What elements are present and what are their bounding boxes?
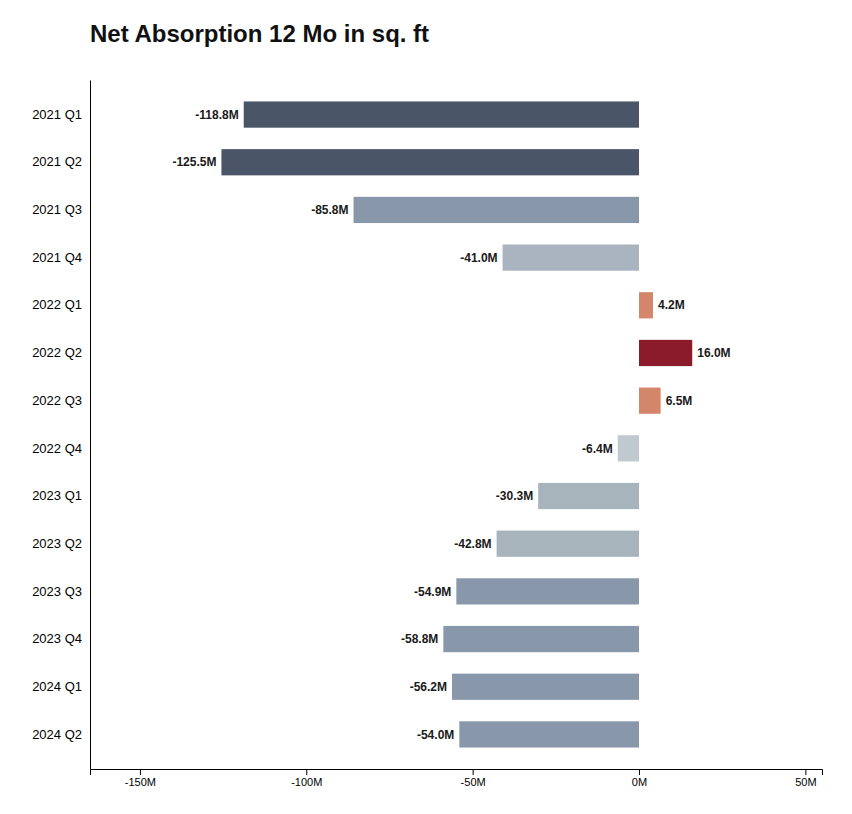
data-label: -85.8M xyxy=(311,203,348,217)
x-axis-line xyxy=(91,770,823,776)
bar xyxy=(244,101,639,127)
bar xyxy=(503,245,639,271)
y-axis-line xyxy=(90,81,91,770)
bars xyxy=(221,101,692,747)
x-tick-mark xyxy=(639,769,640,775)
data-label: -54.9M xyxy=(414,585,451,599)
data-labels: -118.8M -125.5M -85.8M -41.0M 4.2M 16.0M 6.5M -… xyxy=(172,108,730,742)
x-tick: 50M xyxy=(795,769,816,788)
x-tick-mark xyxy=(473,769,474,775)
x-tick-label: -50M xyxy=(461,776,486,788)
y-tick-label: 2021 Q1 xyxy=(32,107,82,122)
data-label: -125.5M xyxy=(172,155,216,169)
x-tick-mark xyxy=(805,769,806,775)
data-label: -30.3M xyxy=(496,489,533,503)
bar xyxy=(639,388,661,414)
data-label: -118.8M xyxy=(195,108,238,122)
bar xyxy=(639,292,653,318)
x-tick-mark xyxy=(306,769,307,775)
bar xyxy=(497,531,639,557)
chart: Net Absorption 12 Mo in sq. ft -150M -100M… xyxy=(0,0,852,814)
y-tick-label: 2024 Q2 xyxy=(32,727,82,742)
bar xyxy=(618,435,639,461)
y-tick: 2024 Q2 xyxy=(32,727,82,742)
x-tick: 0M xyxy=(632,769,647,788)
x-axis: -150M -100M -50M 0M 50M xyxy=(91,769,823,788)
bar xyxy=(221,149,639,175)
y-tick: 2021 Q3 xyxy=(32,202,82,217)
data-label: 16.0M xyxy=(697,346,730,360)
y-tick: 2022 Q4 xyxy=(32,441,82,456)
x-tick: -100M xyxy=(291,769,322,788)
y-tick-label: 2021 Q3 xyxy=(32,202,82,217)
x-tick: -150M xyxy=(125,769,156,788)
x-tick: -50M xyxy=(461,769,486,788)
bar xyxy=(639,340,692,366)
x-tick-label: 50M xyxy=(795,776,816,788)
y-tick-label: 2023 Q1 xyxy=(32,488,82,503)
y-tick-label: 2022 Q1 xyxy=(32,297,82,312)
y-axis: 2021 Q1 2021 Q2 2021 Q3 2021 Q4 2022 Q1 2022 … xyxy=(32,81,90,770)
y-tick: 2022 Q1 xyxy=(32,297,82,312)
bar xyxy=(538,483,639,509)
data-label: -41.0M xyxy=(460,251,497,265)
y-tick-label: 2023 Q4 xyxy=(32,631,82,646)
y-tick-label: 2023 Q3 xyxy=(32,584,82,599)
data-label: -42.8M xyxy=(454,537,491,551)
bar xyxy=(459,721,639,747)
y-tick: 2021 Q1 xyxy=(32,107,82,122)
title: Net Absorption 12 Mo in sq. ft xyxy=(90,20,429,47)
x-tick-mark xyxy=(140,769,141,775)
bar xyxy=(354,197,639,223)
data-label: 4.2M xyxy=(658,298,685,312)
y-tick: 2022 Q2 xyxy=(32,345,82,360)
bar xyxy=(456,578,639,604)
y-tick: 2022 Q3 xyxy=(32,393,82,408)
y-tick-label: 2021 Q2 xyxy=(32,154,82,169)
y-tick: 2024 Q1 xyxy=(32,679,82,694)
data-label: -54.0M xyxy=(417,728,454,742)
data-label: 6.5M xyxy=(666,394,693,408)
bar xyxy=(443,626,639,652)
y-tick-label: 2024 Q1 xyxy=(32,679,82,694)
x-tick-label: -150M xyxy=(125,776,156,788)
y-tick: 2021 Q4 xyxy=(32,250,82,265)
y-tick: 2023 Q1 xyxy=(32,488,82,503)
y-tick-label: 2022 Q3 xyxy=(32,393,82,408)
plot: -150M -100M -50M 0M 50M 2021 Q1 2021 Q2 2021 Q3… xyxy=(32,81,822,788)
y-tick: 2023 Q2 xyxy=(32,536,82,551)
data-label: -56.2M xyxy=(410,680,447,694)
y-tick: 2023 Q3 xyxy=(32,584,82,599)
y-tick: 2021 Q2 xyxy=(32,154,82,169)
data-label: -58.8M xyxy=(401,632,438,646)
x-tick-label: 0M xyxy=(632,776,647,788)
y-tick-label: 2021 Q4 xyxy=(32,250,82,265)
y-tick-label: 2023 Q2 xyxy=(32,536,82,551)
bar xyxy=(452,674,639,700)
y-tick: 2023 Q4 xyxy=(32,631,82,646)
x-tick-label: -100M xyxy=(291,776,322,788)
y-tick-label: 2022 Q4 xyxy=(32,441,82,456)
data-label: -6.4M xyxy=(582,442,613,456)
y-tick-label: 2022 Q2 xyxy=(32,345,82,360)
